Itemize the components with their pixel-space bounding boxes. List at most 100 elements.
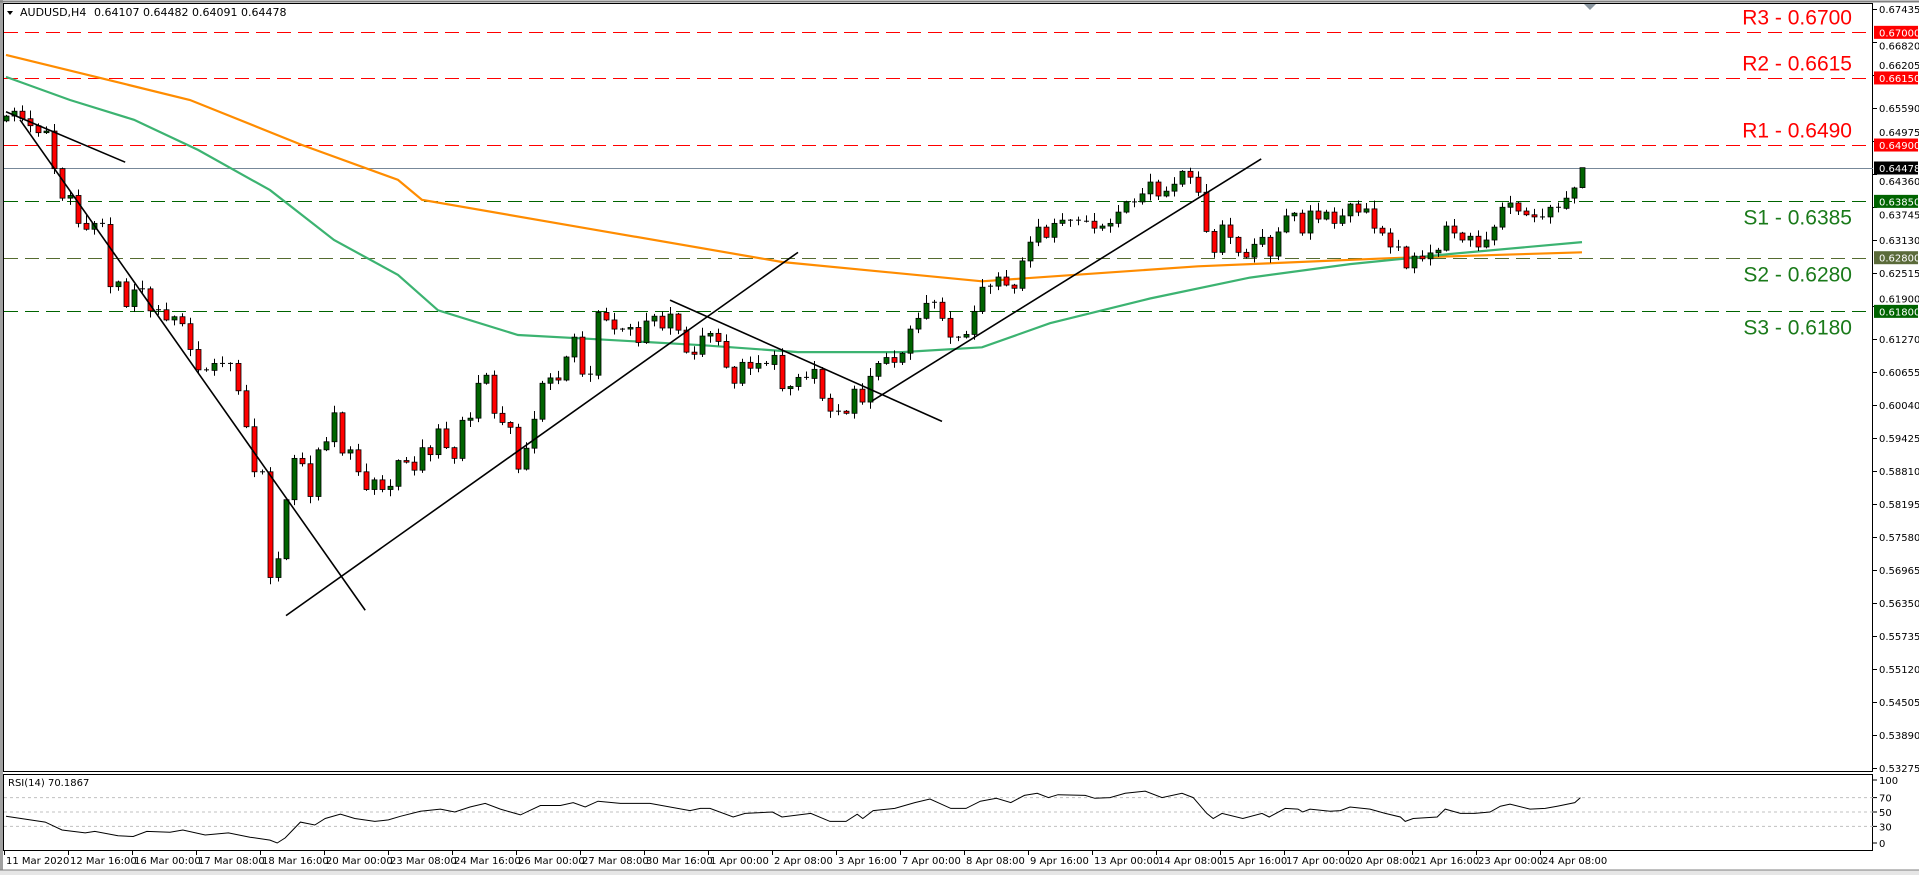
candle [443,421,450,449]
candle-body-bull [627,327,634,330]
candle-body-bull [811,368,818,379]
candle [1323,209,1330,221]
chart-shift-marker-icon[interactable] [1584,4,1596,10]
candle-body-bear [1531,214,1538,218]
time-tick-label: 20 Mar 00:00 [326,856,393,867]
time-tick-label: 14 Apr 08:00 [1158,856,1223,867]
price-tick-label: 0.62515 [1879,269,1919,280]
candle-body-bull [851,388,858,414]
price-tick-label: 0.58195 [1879,500,1919,511]
candle [1523,207,1530,217]
candle [267,467,274,585]
candle-body-bear [427,447,434,456]
candle [323,437,330,452]
price-axis[interactable]: 0.67435 0.66820 0.66205 0.65590 0.64975 0.643… [1873,5,1919,775]
candle [1243,248,1250,259]
trendline[interactable] [5,111,126,163]
candle [147,286,154,318]
candle [1339,208,1346,227]
candle [1467,232,1474,247]
trendline[interactable] [669,299,943,423]
candle [1035,218,1042,247]
time-tick-label: 24 Mar 16:00 [454,856,521,867]
candle [956,335,961,342]
candle [507,421,514,434]
candle [379,475,386,493]
candle [1163,186,1170,198]
candle-body-bull [1251,243,1258,258]
candle-body-bull [1571,187,1578,199]
candle-body-bear [1203,191,1210,232]
candle-body-bear [1459,232,1466,241]
orange-ma-line [5,53,1583,283]
candle [1115,205,1122,228]
symbol-title: AUDUSD,H4 [20,6,86,19]
candle [355,443,362,476]
candle [1531,208,1538,223]
candle-body-bear [819,368,826,399]
price-tick-label: 0.57580 [1879,533,1919,544]
candle [659,311,666,331]
candle [739,358,746,386]
candle [947,311,954,344]
candle-body-bear [107,224,114,288]
candle-body-bull [1107,222,1114,227]
candle [1315,202,1322,224]
candle [571,333,578,363]
candle [1547,204,1554,224]
candle [451,446,458,464]
trendline[interactable] [285,251,799,617]
time-tick-label: 17 Mar 08:00 [198,856,265,867]
candle [1403,245,1410,270]
candle-body-bear [1267,236,1274,257]
candle [123,278,130,308]
candle-body-bull [1219,224,1226,253]
candle-body-bear [611,319,618,330]
candle [588,365,593,382]
candle-body-bear [715,332,722,342]
candle [1195,171,1202,197]
candle-body-bull [1491,226,1498,241]
candle-body-bear [1515,202,1522,212]
candle [1091,212,1098,234]
candle-body-bull [1051,222,1058,238]
candle [715,328,722,346]
rsi-panel[interactable] [3,774,1873,851]
candle-body-bull [1443,225,1450,251]
candle-body-bull [547,377,554,384]
candle-body-bear [363,471,370,490]
trendline[interactable] [19,119,366,611]
candle-body-bull [315,449,322,497]
window-bottom-edge [0,870,1919,875]
trendline[interactable] [871,158,1262,402]
trendlines[interactable] [5,111,1262,617]
dropdown-triangle-icon[interactable] [7,11,13,15]
candle [1011,283,1018,294]
candle [1043,224,1050,239]
level-label-r3: R3 - 0.6700 [1742,7,1852,30]
candle [1579,167,1586,189]
candle [995,272,1002,291]
candle-body-bull [883,357,890,364]
candle [707,331,714,343]
candle [883,352,890,365]
candle [836,404,841,416]
candle-body-bull [331,412,338,443]
candle-body-bear [1355,203,1362,213]
price-tick-label: 0.54505 [1879,698,1919,709]
candle-body-bull [651,315,658,322]
candle [283,498,290,561]
candle [115,280,122,291]
candle-body-bear [1475,235,1482,248]
main-panel[interactable] [3,3,1873,772]
candle [939,297,946,322]
candle-body-bull [899,352,906,363]
candle-body-bear [499,412,506,423]
candle-body-bull [875,363,882,377]
price-tick-label: 0.61270 [1879,335,1919,346]
level-label-s1: S1 - 0.6385 [1743,207,1852,230]
candle [475,375,482,423]
candle-body-bull [131,289,138,307]
